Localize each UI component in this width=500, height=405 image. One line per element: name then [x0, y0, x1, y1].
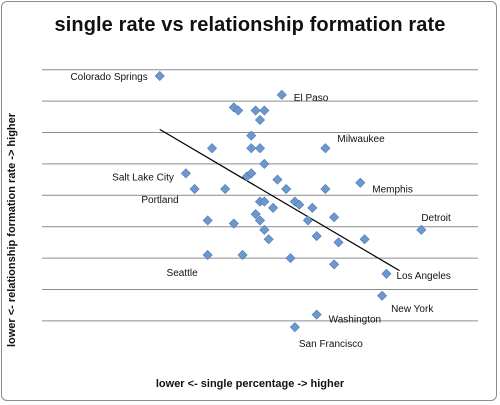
data-point: [281, 183, 292, 195]
data-point: [311, 231, 322, 242]
data-point: [302, 215, 313, 226]
data-point: [272, 174, 283, 185]
chart-title: single rate vs relationship formation ra…: [54, 14, 446, 36]
data-point: [233, 105, 244, 116]
trendline: [159, 128, 400, 272]
data-label: Salt Lake City: [112, 172, 174, 183]
data-point: [246, 130, 257, 141]
data-point-labeled: [189, 183, 200, 195]
data-label: Milwaukee: [337, 134, 385, 145]
data-point: [259, 105, 270, 116]
data-point: [250, 209, 261, 220]
data-point-labeled: [320, 143, 331, 154]
data-point: [294, 199, 305, 210]
data-point: [250, 105, 261, 116]
data-point-labeled: [289, 322, 300, 333]
data-point-labeled: [180, 168, 191, 179]
data-point: [246, 168, 257, 179]
data-label: San Francisco: [299, 339, 363, 350]
data-point: [329, 259, 340, 270]
data-label: New York: [391, 304, 434, 315]
data-label: Los Angeles: [396, 271, 451, 282]
data-point-labeled: [381, 268, 392, 279]
data-point-labeled: [276, 89, 287, 100]
data-point: [207, 143, 218, 154]
data-label: Washington: [329, 315, 381, 326]
data-point: [254, 143, 266, 154]
data-label: El Paso: [294, 93, 329, 104]
data-point: [320, 183, 331, 195]
data-label: Memphis: [372, 185, 413, 196]
data-point: [259, 224, 270, 235]
x-axis-label: lower <- single percentage -> higher: [155, 378, 345, 390]
data-point: [254, 114, 266, 125]
data-label: Colorado Springs: [70, 72, 147, 83]
data-point: [285, 253, 296, 264]
data-point: [220, 183, 231, 195]
data-point-labeled: [355, 177, 366, 188]
data-point-labeled: [377, 290, 388, 301]
data-point: [359, 234, 370, 245]
data-point: [237, 249, 248, 260]
data-point: [254, 215, 266, 226]
data-point: [268, 202, 279, 213]
data-point: [228, 218, 239, 229]
data-label: Seattle: [167, 268, 199, 279]
data-point-labeled: [202, 249, 213, 260]
data-point: [329, 212, 340, 223]
data-point-labeled: [416, 224, 427, 235]
data-point: [263, 234, 274, 245]
data-point: [246, 143, 257, 154]
data-point: [259, 158, 270, 169]
data-point: [333, 237, 344, 248]
scatter-plot: Colorado Springs El Paso Milwaukee Memphis D…: [42, 69, 478, 350]
data-point: [259, 196, 270, 207]
data-point-labeled: [311, 309, 322, 320]
data-point: [307, 202, 318, 213]
chart-frame: single rate vs relationship formation ra…: [1, 1, 497, 401]
data-point: [202, 215, 213, 226]
data-label: Portland: [141, 195, 178, 206]
data-label: Detroit: [421, 213, 451, 224]
data-point-labeled: [154, 70, 165, 82]
